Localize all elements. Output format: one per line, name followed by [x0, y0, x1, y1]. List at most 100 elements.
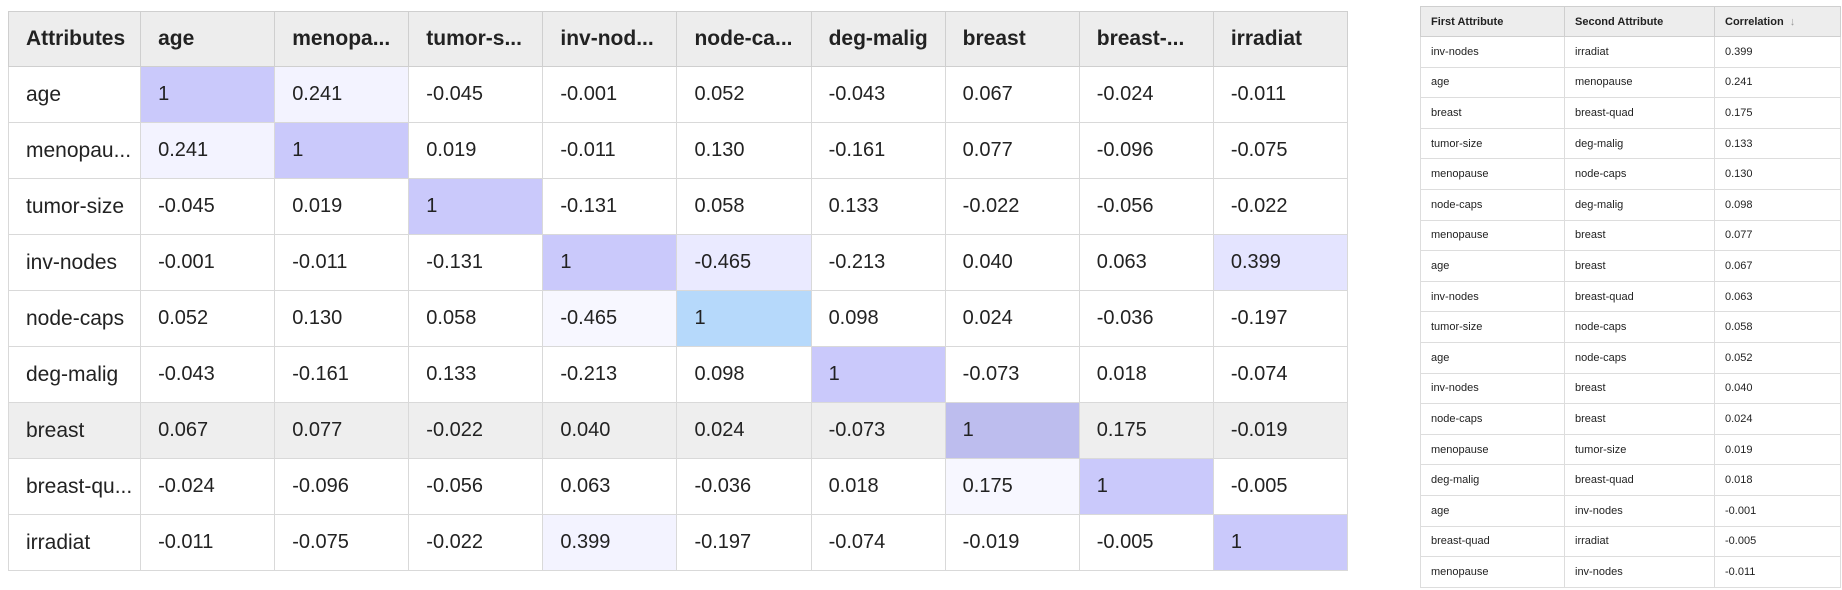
matrix-cell: -0.096 [1078, 122, 1214, 179]
pairwise-row[interactable]: age menopause 0.241 [1420, 66, 1841, 99]
pairwise-row[interactable]: breast breast-quad 0.175 [1420, 97, 1841, 129]
matrix-column-header[interactable]: breast [944, 11, 1080, 67]
pairwise-row[interactable]: age node-caps 0.052 [1420, 341, 1841, 374]
matrix-cell: -0.024 [140, 458, 276, 515]
pairwise-row[interactable]: node-caps breast 0.024 [1420, 403, 1841, 435]
matrix-cell: -0.073 [810, 402, 946, 459]
matrix-row[interactable]: deg-malig -0.043 -0.161 0.133 -0.213 0.0… [7, 346, 1349, 403]
matrix-row[interactable]: age 1 0.241 -0.045 -0.001 0.052 -0.043 0… [7, 66, 1349, 123]
matrix-row-selected[interactable]: breast 0.067 0.077 -0.022 0.040 0.024 -0… [7, 402, 1349, 459]
matrix-row[interactable]: irradiat -0.011 -0.075 -0.022 0.399 -0.1… [7, 514, 1349, 571]
matrix-cell: -0.001 [140, 234, 276, 291]
matrix-column-header[interactable]: age [140, 11, 276, 67]
matrix-cell: 0.077 [944, 122, 1080, 179]
matrix-cell: 0.067 [140, 402, 276, 459]
matrix-row[interactable]: node-caps 0.052 0.130 0.058 -0.465 1 0.0… [7, 290, 1349, 347]
second-attribute-cell: breast [1564, 403, 1715, 435]
matrix-row-label: inv-nodes [7, 234, 142, 291]
matrix-column-header[interactable]: menopa... [274, 11, 410, 67]
matrix-cell: -0.043 [810, 66, 946, 123]
matrix-column-header[interactable]: tumor-s... [408, 11, 544, 67]
first-attribute-cell: age [1420, 250, 1565, 282]
second-attribute-cell: breast [1564, 250, 1715, 282]
pairwise-row[interactable]: node-caps deg-malig 0.098 [1420, 188, 1841, 221]
pairwise-row[interactable]: menopause breast 0.077 [1420, 219, 1841, 252]
second-attribute-cell: breast-quad [1564, 280, 1715, 313]
matrix-cell: -0.022 [408, 402, 544, 459]
arrow-down-icon: ↓ [1789, 15, 1796, 28]
matrix-corner-header[interactable]: Attributes [7, 11, 142, 67]
matrix-cell: 0.175 [1078, 402, 1214, 459]
matrix-cell: 1 [944, 402, 1080, 459]
matrix-row-label: tumor-size [7, 178, 142, 235]
correlation-cell: 0.063 [1714, 280, 1841, 313]
pairwise-row[interactable]: tumor-size deg-malig 0.133 [1420, 127, 1841, 160]
correlation-cell: 0.175 [1714, 97, 1841, 129]
matrix-row-label: deg-malig [7, 346, 142, 403]
matrix-cell: -0.005 [1212, 458, 1349, 515]
matrix-row[interactable]: menopau... 0.241 1 0.019 -0.011 0.130 -0… [7, 122, 1349, 179]
first-attribute-cell: node-caps [1420, 188, 1565, 221]
pairwise-row[interactable]: tumor-size node-caps 0.058 [1420, 311, 1841, 343]
matrix-cell: 0.063 [542, 458, 678, 515]
matrix-row[interactable]: breast-qu... -0.024 -0.096 -0.056 0.063 … [7, 458, 1349, 515]
second-attribute-cell: breast [1564, 372, 1715, 405]
matrix-cell: 0.063 [1078, 234, 1214, 291]
matrix-cell: 0.058 [408, 290, 544, 347]
matrix-column-header[interactable]: breast-... [1078, 11, 1214, 67]
matrix-cell: 0.018 [1078, 346, 1214, 403]
first-attribute-cell: menopause [1420, 556, 1565, 588]
matrix-column-header[interactable]: irradiat [1212, 11, 1349, 67]
matrix-cell: -0.161 [810, 122, 946, 179]
second-attribute-cell: node-caps [1564, 311, 1715, 343]
pairwise-row[interactable]: age breast 0.067 [1420, 250, 1841, 282]
pairwise-row[interactable]: breast-quad irradiat -0.005 [1420, 525, 1841, 558]
matrix-cell: 0.067 [944, 66, 1080, 123]
matrix-cell: -0.073 [944, 346, 1080, 403]
pairwise-row[interactable]: menopause node-caps 0.130 [1420, 158, 1841, 190]
matrix-row-label: age [7, 66, 142, 123]
matrix-cell: -0.001 [542, 66, 678, 123]
matrix-row[interactable]: inv-nodes -0.001 -0.011 -0.131 1 -0.465 … [7, 234, 1349, 291]
pairwise-row[interactable]: age inv-nodes -0.001 [1420, 494, 1841, 527]
pairwise-row[interactable]: inv-nodes irradiat 0.399 [1420, 36, 1841, 68]
matrix-cell: -0.056 [408, 458, 544, 515]
matrix-column-header[interactable]: inv-nod... [542, 11, 678, 67]
pairwise-row[interactable]: inv-nodes breast 0.040 [1420, 372, 1841, 405]
pairwise-correlation-table: First Attribute Second Attribute Correla… [1420, 6, 1841, 588]
first-attribute-cell: breast [1420, 97, 1565, 129]
correlation-cell: 0.133 [1714, 127, 1841, 160]
matrix-cell: 0.133 [408, 346, 544, 403]
correlation-cell: 0.098 [1714, 188, 1841, 221]
matrix-cell: -0.075 [1212, 122, 1349, 179]
correlation-cell: 0.067 [1714, 250, 1841, 282]
matrix-cell: -0.465 [542, 290, 678, 347]
second-attribute-header[interactable]: Second Attribute [1564, 6, 1715, 37]
matrix-cell: -0.045 [140, 178, 276, 235]
matrix-row-label: breast [7, 402, 142, 459]
matrix-cell: -0.131 [408, 234, 544, 291]
matrix-cell: -0.213 [542, 346, 678, 403]
matrix-cell: -0.036 [676, 458, 812, 515]
matrix-cell: 1 [1078, 458, 1214, 515]
first-attribute-header[interactable]: First Attribute [1420, 6, 1565, 37]
correlation-header[interactable]: Correlation ↓ [1714, 6, 1841, 37]
matrix-cell: 0.241 [274, 66, 410, 123]
matrix-cell: 0.130 [274, 290, 410, 347]
first-attribute-cell: inv-nodes [1420, 36, 1565, 68]
correlation-matrix: Attributes age menopa... tumor-s... inv-… [7, 11, 1349, 571]
pairwise-row[interactable]: menopause tumor-size 0.019 [1420, 433, 1841, 466]
first-attribute-cell: age [1420, 494, 1565, 527]
second-attribute-cell: breast-quad [1564, 97, 1715, 129]
pairwise-row[interactable]: inv-nodes breast-quad 0.063 [1420, 280, 1841, 313]
pairwise-row[interactable]: deg-malig breast-quad 0.018 [1420, 464, 1841, 496]
correlation-cell: -0.001 [1714, 494, 1841, 527]
correlation-cell: 0.040 [1714, 372, 1841, 405]
second-attribute-cell: breast [1564, 219, 1715, 252]
matrix-row[interactable]: tumor-size -0.045 0.019 1 -0.131 0.058 0… [7, 178, 1349, 235]
pairwise-row[interactable]: menopause inv-nodes -0.011 [1420, 556, 1841, 588]
matrix-column-header[interactable]: deg-malig [810, 11, 946, 67]
matrix-cell: 1 [542, 234, 678, 291]
first-attribute-cell: inv-nodes [1420, 280, 1565, 313]
matrix-column-header[interactable]: node-ca... [676, 11, 812, 67]
